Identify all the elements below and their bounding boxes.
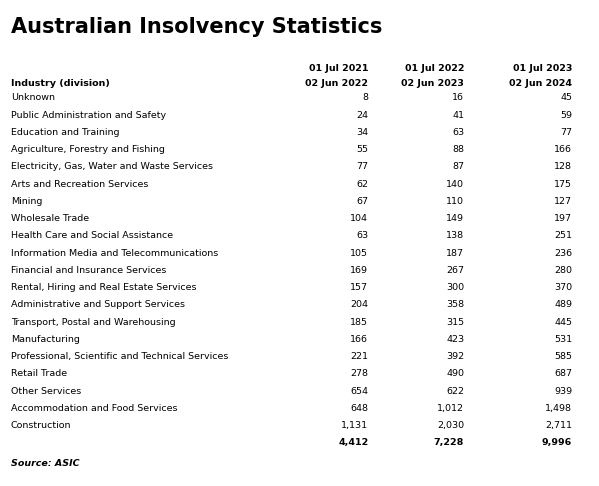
Text: Transport, Postal and Warehousing: Transport, Postal and Warehousing: [11, 318, 176, 327]
Text: 62: 62: [356, 179, 368, 189]
Text: 2,030: 2,030: [437, 421, 464, 430]
Text: Agriculture, Forestry and Fishing: Agriculture, Forestry and Fishing: [11, 145, 165, 154]
Text: 392: 392: [446, 352, 464, 361]
Text: 67: 67: [356, 197, 368, 206]
Text: Professional, Scientific and Technical Services: Professional, Scientific and Technical S…: [11, 352, 228, 361]
Text: 88: 88: [452, 145, 464, 154]
Text: Wholesale Trade: Wholesale Trade: [11, 214, 89, 223]
Text: 104: 104: [350, 214, 368, 223]
Text: 236: 236: [554, 248, 572, 258]
Text: 77: 77: [560, 128, 572, 137]
Text: Health Care and Social Assistance: Health Care and Social Assistance: [11, 231, 173, 241]
Text: 55: 55: [356, 145, 368, 154]
Text: 278: 278: [350, 369, 368, 379]
Text: 185: 185: [350, 318, 368, 327]
Text: 16: 16: [452, 93, 464, 103]
Text: 654: 654: [350, 386, 368, 396]
Text: 358: 358: [446, 300, 464, 310]
Text: 105: 105: [350, 248, 368, 258]
Text: Manufacturing: Manufacturing: [11, 335, 80, 344]
Text: 166: 166: [554, 145, 572, 154]
Text: Electricity, Gas, Water and Waste Services: Electricity, Gas, Water and Waste Servic…: [11, 162, 213, 172]
Text: 128: 128: [554, 162, 572, 172]
Text: 251: 251: [554, 231, 572, 241]
Text: 169: 169: [350, 266, 368, 275]
Text: Industry (division): Industry (division): [11, 79, 110, 88]
Text: Accommodation and Food Services: Accommodation and Food Services: [11, 404, 177, 413]
Text: 59: 59: [560, 110, 572, 120]
Text: 1,498: 1,498: [545, 404, 572, 413]
Text: Public Administration and Safety: Public Administration and Safety: [11, 110, 166, 120]
Text: 01 Jul 2022: 01 Jul 2022: [405, 64, 464, 73]
Text: 531: 531: [554, 335, 572, 344]
Text: 63: 63: [452, 128, 464, 137]
Text: 648: 648: [350, 404, 368, 413]
Text: 9,996: 9,996: [541, 438, 572, 448]
Text: 315: 315: [446, 318, 464, 327]
Text: 127: 127: [554, 197, 572, 206]
Text: 8: 8: [362, 93, 368, 103]
Text: 110: 110: [446, 197, 464, 206]
Text: 197: 197: [554, 214, 572, 223]
Text: 370: 370: [554, 283, 572, 292]
Text: 34: 34: [356, 128, 368, 137]
Text: 41: 41: [452, 110, 464, 120]
Text: 02 Jun 2022: 02 Jun 2022: [305, 79, 368, 88]
Text: 204: 204: [350, 300, 368, 310]
Text: 490: 490: [446, 369, 464, 379]
Text: 77: 77: [356, 162, 368, 172]
Text: 01 Jul 2021: 01 Jul 2021: [309, 64, 368, 73]
Text: 63: 63: [356, 231, 368, 241]
Text: 1,131: 1,131: [341, 421, 368, 430]
Text: 02 Jun 2024: 02 Jun 2024: [509, 79, 572, 88]
Text: Rental, Hiring and Real Estate Services: Rental, Hiring and Real Estate Services: [11, 283, 196, 292]
Text: Arts and Recreation Services: Arts and Recreation Services: [11, 179, 148, 189]
Text: 138: 138: [446, 231, 464, 241]
Text: 423: 423: [446, 335, 464, 344]
Text: 01 Jul 2023: 01 Jul 2023: [513, 64, 572, 73]
Text: 140: 140: [446, 179, 464, 189]
Text: 149: 149: [446, 214, 464, 223]
Text: 45: 45: [560, 93, 572, 103]
Text: Construction: Construction: [11, 421, 71, 430]
Text: Mining: Mining: [11, 197, 42, 206]
Text: Financial and Insurance Services: Financial and Insurance Services: [11, 266, 166, 275]
Text: 166: 166: [350, 335, 368, 344]
Text: Unknown: Unknown: [11, 93, 55, 103]
Text: 445: 445: [554, 318, 572, 327]
Text: 187: 187: [446, 248, 464, 258]
Text: 489: 489: [554, 300, 572, 310]
Text: Retail Trade: Retail Trade: [11, 369, 67, 379]
Text: 687: 687: [554, 369, 572, 379]
Text: Administrative and Support Services: Administrative and Support Services: [11, 300, 184, 310]
Text: 175: 175: [554, 179, 572, 189]
Text: Other Services: Other Services: [11, 386, 81, 396]
Text: 300: 300: [446, 283, 464, 292]
Text: 939: 939: [554, 386, 572, 396]
Text: 24: 24: [356, 110, 368, 120]
Text: 4,412: 4,412: [338, 438, 368, 448]
Text: Source: ASIC: Source: ASIC: [11, 458, 80, 468]
Text: 267: 267: [446, 266, 464, 275]
Text: 2,711: 2,711: [545, 421, 572, 430]
Text: 221: 221: [350, 352, 368, 361]
Text: 280: 280: [554, 266, 572, 275]
Text: Australian Insolvency Statistics: Australian Insolvency Statistics: [11, 17, 382, 37]
Text: 157: 157: [350, 283, 368, 292]
Text: 585: 585: [554, 352, 572, 361]
Text: 7,228: 7,228: [434, 438, 464, 448]
Text: 622: 622: [446, 386, 464, 396]
Text: 1,012: 1,012: [437, 404, 464, 413]
Text: Information Media and Telecommunications: Information Media and Telecommunications: [11, 248, 218, 258]
Text: 02 Jun 2023: 02 Jun 2023: [401, 79, 464, 88]
Text: 87: 87: [452, 162, 464, 172]
Text: Education and Training: Education and Training: [11, 128, 119, 137]
